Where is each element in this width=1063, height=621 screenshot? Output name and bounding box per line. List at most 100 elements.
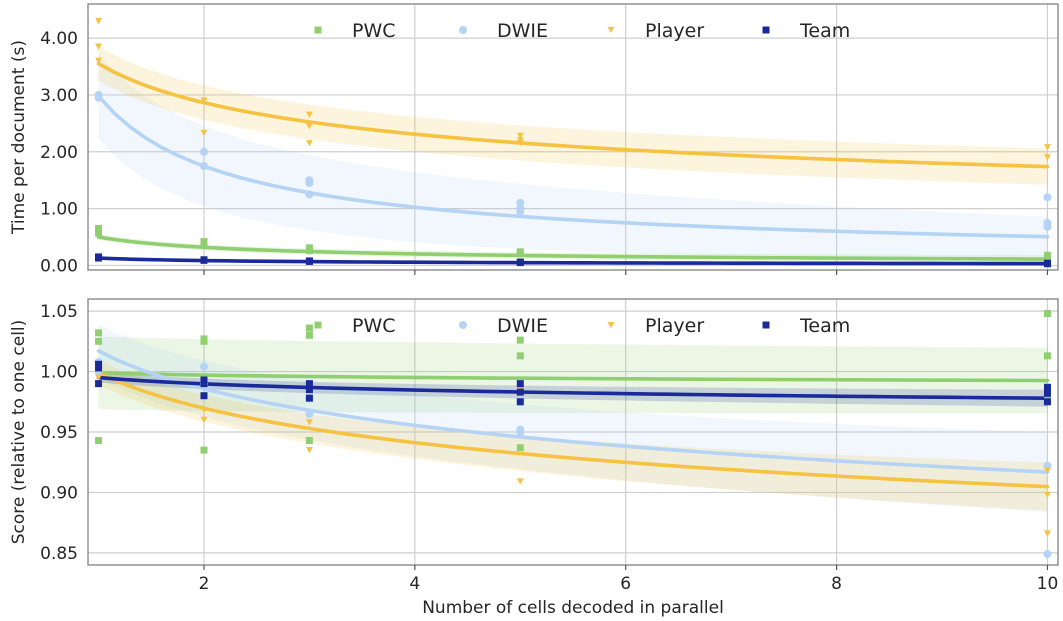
plot-frame [87,3,1059,271]
data-point [516,352,524,360]
y-tick-label: 4.00 [40,29,78,49]
fit-line [96,235,1050,261]
x-tick-label: 6 [620,574,631,594]
data-point [516,250,524,258]
data-point [305,247,313,255]
data-point [516,140,524,147]
data-point [305,386,313,394]
fit-line [96,349,1050,474]
data-point [1043,154,1051,161]
legend-marker [459,26,467,34]
data-point [516,259,524,267]
data-point [95,337,103,345]
data-point [1043,260,1051,268]
data-point [305,394,313,402]
y-tick-label: 0.00 [40,256,78,276]
data-point [1043,394,1051,402]
data-point [305,436,313,444]
data-point [516,207,525,216]
data-point [1043,222,1052,231]
confidence-band [98,372,1048,407]
data-point [1043,530,1051,537]
legend-marker [762,26,770,34]
y-tick-label: 1.00 [40,200,78,220]
data-point [305,409,314,418]
y-tick-label: 3.00 [40,86,78,106]
data-point [1043,144,1051,151]
data-point [1043,383,1051,391]
data-point [305,140,313,147]
x-tick-label: 10 [1037,574,1059,594]
data-point [1043,398,1051,406]
data-point [95,229,103,237]
x-tick-label: 2 [199,574,210,594]
data-point [305,419,313,426]
data-point [516,336,524,344]
data-point [1043,352,1051,360]
x-tick-label: 4 [409,574,420,594]
data-point [516,444,524,452]
data-point [95,57,103,64]
plot-area [94,310,1052,559]
score-panel: 0.85 0.90 0.95 1.00 1.05 2 4 6 8 10 Score (relativ… [9,298,1059,594]
legend: PWC DWIE Player Team [314,20,850,42]
data-point [516,198,525,207]
data-point [95,225,103,233]
y-tick-label: 0.95 [40,423,78,443]
data-point [516,478,524,485]
data-point [95,43,103,50]
data-point [305,380,313,388]
data-point [516,398,524,406]
y-axis-label: Time per document (s) [9,40,29,235]
confidence-band [98,234,1048,264]
y-tick-label: 1.05 [40,302,78,322]
data-point [200,129,208,137]
legend-marker [459,321,467,329]
data-point [95,374,103,381]
y-axis-label: Score (relative to one cell) [9,320,29,545]
fit-line [96,61,1050,169]
data-point [200,337,208,345]
fit-line [96,94,1050,239]
y-tick-label: 2.00 [40,143,78,163]
data-point [200,256,208,264]
data-point [305,257,313,265]
fit-line [96,256,1050,266]
y-tick-label: 0.90 [40,483,78,503]
data-point [95,254,103,262]
data-point [305,179,314,188]
plot-frame [87,298,1059,566]
legend-marker [314,26,322,34]
data-point [1043,193,1052,202]
data-point [516,428,525,436]
data-point [95,360,103,368]
data-point [200,392,208,400]
data-point [200,407,208,414]
data-point [305,123,313,130]
data-point [516,380,524,388]
data-point [1043,467,1051,474]
y-tick-label: 1.00 [40,363,78,383]
legend-label: Team [799,315,850,337]
legend-label: Player [645,315,704,337]
data-point [200,416,208,424]
data-point [305,190,314,199]
legend-marker [762,321,770,329]
fit-line [96,370,1050,489]
data-point [200,376,208,384]
data-point [1043,389,1051,397]
data-point [95,436,103,444]
data-point [1043,310,1051,318]
legend-label: PWC [352,20,396,42]
plot-area [94,17,1052,268]
data-point [305,324,313,332]
legend-marker [314,321,322,329]
data-point [305,446,313,454]
data-point [516,132,524,140]
data-point [1043,491,1051,499]
data-point [199,362,208,371]
x-tick-label: 8 [831,574,842,594]
data-point [200,97,208,104]
confidence-band [98,324,1048,512]
